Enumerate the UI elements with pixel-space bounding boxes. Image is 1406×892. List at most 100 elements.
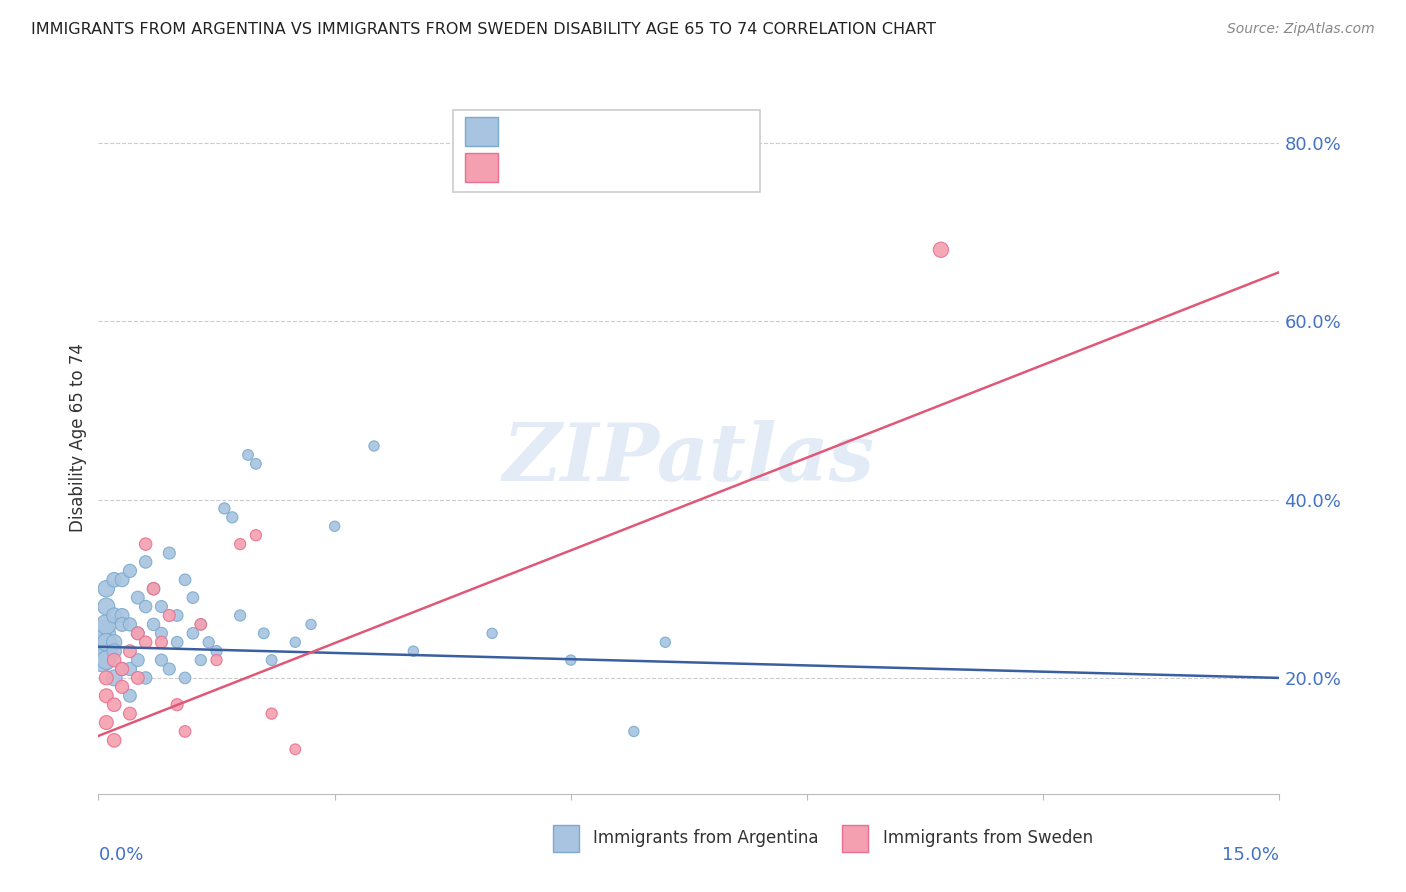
Text: IMMIGRANTS FROM ARGENTINA VS IMMIGRANTS FROM SWEDEN DISABILITY AGE 65 TO 74 CORR: IMMIGRANTS FROM ARGENTINA VS IMMIGRANTS …	[31, 22, 936, 37]
Point	[111, 573, 134, 587]
Point	[96, 582, 118, 596]
Point	[135, 555, 157, 569]
Y-axis label: Disability Age 65 to 74: Disability Age 65 to 74	[69, 343, 87, 532]
Point	[174, 671, 197, 685]
Point	[150, 599, 173, 614]
Point	[118, 644, 141, 658]
Point	[150, 626, 173, 640]
Point	[284, 635, 307, 649]
Point	[135, 599, 157, 614]
Point	[127, 626, 149, 640]
Point	[253, 626, 276, 640]
Point	[142, 617, 165, 632]
Point	[118, 617, 141, 632]
Point	[135, 635, 157, 649]
Point	[118, 706, 141, 721]
Point	[402, 644, 425, 658]
Point	[150, 635, 173, 649]
Point	[174, 573, 197, 587]
Bar	[553, 824, 579, 852]
Bar	[842, 824, 869, 852]
Point	[181, 591, 204, 605]
Point	[111, 662, 134, 676]
Point	[284, 742, 307, 756]
Point	[135, 671, 157, 685]
Point	[150, 653, 173, 667]
Point	[205, 644, 228, 658]
Point	[127, 653, 149, 667]
Point	[623, 724, 645, 739]
Point	[221, 510, 243, 524]
Point	[103, 635, 125, 649]
Text: R = -0.054   N = 60: R = -0.054 N = 60	[512, 123, 711, 141]
Point	[236, 448, 259, 462]
Point	[96, 635, 118, 649]
Text: 15.0%: 15.0%	[1222, 846, 1279, 863]
Point	[96, 689, 118, 703]
Point	[929, 243, 952, 257]
Point	[166, 608, 188, 623]
Point	[174, 724, 197, 739]
Point	[229, 608, 252, 623]
Point	[103, 671, 125, 685]
FancyBboxPatch shape	[453, 111, 759, 193]
Point	[363, 439, 385, 453]
Point	[103, 608, 125, 623]
Point	[654, 635, 676, 649]
Point	[91, 653, 114, 667]
Point	[96, 617, 118, 632]
Point	[103, 733, 125, 747]
Point	[111, 680, 134, 694]
Point	[142, 582, 165, 596]
Point	[127, 626, 149, 640]
Point	[142, 582, 165, 596]
Text: ZIPatlas: ZIPatlas	[503, 420, 875, 497]
Point	[135, 537, 157, 551]
Point	[111, 608, 134, 623]
Point	[560, 653, 582, 667]
Point	[245, 457, 267, 471]
Point	[205, 653, 228, 667]
Bar	[464, 153, 498, 182]
Point	[197, 635, 219, 649]
Point	[260, 653, 283, 667]
Point	[181, 626, 204, 640]
Point	[91, 626, 114, 640]
Text: Source: ZipAtlas.com: Source: ZipAtlas.com	[1227, 22, 1375, 37]
Point	[190, 653, 212, 667]
Text: Immigrants from Argentina: Immigrants from Argentina	[593, 830, 818, 847]
Point	[299, 617, 322, 632]
Point	[111, 617, 134, 632]
Point	[157, 546, 180, 560]
Point	[190, 617, 212, 632]
Point	[127, 591, 149, 605]
Point	[229, 537, 252, 551]
Point	[91, 640, 114, 654]
Point	[166, 698, 188, 712]
Point	[127, 671, 149, 685]
Bar	[464, 118, 498, 146]
Point	[96, 715, 118, 730]
Text: Immigrants from Sweden: Immigrants from Sweden	[883, 830, 1092, 847]
Point	[190, 617, 212, 632]
Text: R =   0.707   N = 26: R = 0.707 N = 26	[512, 159, 721, 177]
Text: 0.0%: 0.0%	[98, 846, 143, 863]
Point	[118, 689, 141, 703]
Point	[118, 662, 141, 676]
Point	[166, 635, 188, 649]
Point	[103, 644, 125, 658]
Point	[260, 706, 283, 721]
Point	[111, 662, 134, 676]
Point	[96, 599, 118, 614]
Point	[157, 608, 180, 623]
Point	[214, 501, 236, 516]
Point	[96, 671, 118, 685]
Point	[118, 564, 141, 578]
Point	[103, 698, 125, 712]
Point	[245, 528, 267, 542]
Point	[481, 626, 503, 640]
Point	[103, 653, 125, 667]
Point	[157, 662, 180, 676]
Point	[323, 519, 346, 533]
Point	[96, 653, 118, 667]
